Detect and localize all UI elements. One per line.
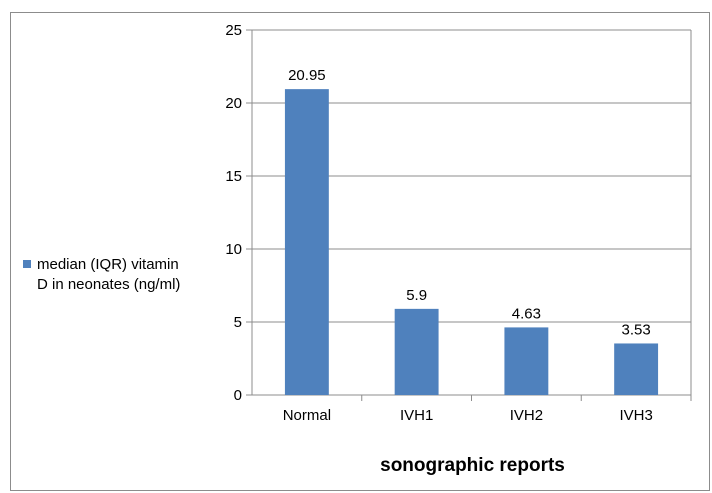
bar-chart: 0 5 10 15 20 25 Normal IVH1 IVH2 IVH3 20.95 5.9 4.6… xyxy=(23,22,692,476)
axes: 0 5 10 15 20 25 Normal IVH1 IVH2 IVH3 xyxy=(225,22,692,424)
y-tick-label: 20 xyxy=(225,95,242,112)
bar-normal xyxy=(284,89,329,395)
y-tick-label: 0 xyxy=(234,387,242,404)
y-tick-label: 5 xyxy=(234,314,242,331)
data-label: 20.95 xyxy=(288,67,326,84)
bar-ivh3 xyxy=(614,343,659,395)
x-axis-title: sonographic reports xyxy=(380,455,565,476)
chart-frame: 0 5 10 15 20 25 Normal IVH1 IVH2 IVH3 20.95 5.9 4.6… xyxy=(10,12,710,491)
x-tick-label: Normal xyxy=(283,407,331,424)
data-label: 3.53 xyxy=(622,321,651,338)
y-tick-label: 10 xyxy=(225,241,242,258)
y-tick-label: 25 xyxy=(225,22,242,39)
legend-swatch xyxy=(23,260,31,268)
legend: median (IQR) vitamin D in neonates (ng/ml… xyxy=(23,256,180,293)
x-tick-label: IVH3 xyxy=(619,407,652,424)
bars xyxy=(284,89,659,395)
legend-label: median (IQR) vitamin xyxy=(37,256,179,273)
data-labels: 20.95 5.9 4.63 3.53 xyxy=(288,67,651,338)
x-tick-label: IVH2 xyxy=(510,407,543,424)
bar-ivh2 xyxy=(504,327,549,395)
x-tick-label: IVH1 xyxy=(400,407,433,424)
bar-ivh1 xyxy=(394,308,439,395)
data-label: 5.9 xyxy=(406,287,427,304)
legend-label: D in neonates (ng/ml) xyxy=(37,276,180,293)
y-tick-label: 15 xyxy=(225,168,242,185)
data-label: 4.63 xyxy=(512,305,541,322)
